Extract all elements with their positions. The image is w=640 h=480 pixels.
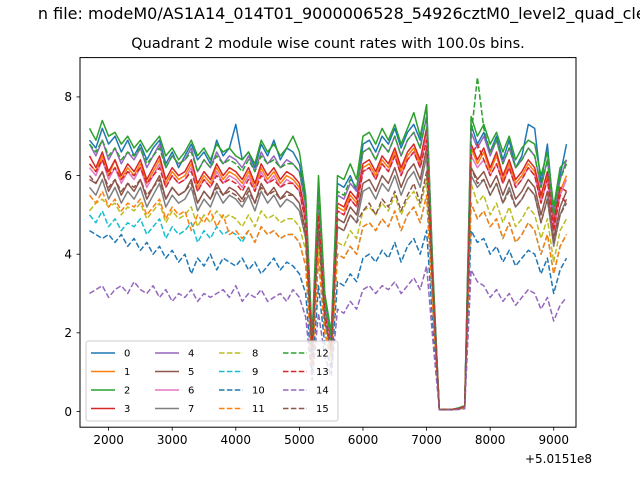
legend-label-2: 2 <box>124 386 130 397</box>
y-tick-label: 8 <box>64 90 72 104</box>
series-line-13 <box>88 139 568 411</box>
legend-box <box>85 340 339 422</box>
y-tick-label: 0 <box>64 405 72 419</box>
legend-label-8: 8 <box>252 349 258 360</box>
x-tick-label: 2000 <box>93 433 124 447</box>
legend-label-6: 6 <box>188 386 194 397</box>
legend-label-13: 13 <box>316 367 329 378</box>
x-tick-label: 5000 <box>284 433 315 447</box>
series-line-2 <box>88 104 568 411</box>
x-offset-label: +5.0151e8 <box>524 452 592 466</box>
legend-label-9: 9 <box>252 367 258 378</box>
y-tick-label: 4 <box>64 247 72 261</box>
x-tick-label: 8000 <box>475 433 506 447</box>
x-tick-label: 4000 <box>221 433 252 447</box>
series-line-8 <box>88 178 568 411</box>
series-line-15 <box>88 166 568 411</box>
legend-label-7: 7 <box>188 404 194 415</box>
x-tick-label: 7000 <box>411 433 442 447</box>
legend-label-3: 3 <box>124 404 130 415</box>
legend-label-12: 12 <box>316 349 329 360</box>
legend-label-0: 0 <box>124 349 130 360</box>
legend-label-11: 11 <box>252 404 265 415</box>
legend-label-1: 1 <box>124 367 130 378</box>
legend-label-10: 10 <box>252 386 265 397</box>
x-tick-label: 3000 <box>157 433 188 447</box>
legend-label-5: 5 <box>188 367 194 378</box>
y-tick-label: 2 <box>64 326 72 340</box>
axis-ticks: 2000 3000 4000 5000 6000 7000 8000 9000 0 2 4 6 8 <box>64 90 569 447</box>
x-tick-label: 6000 <box>348 433 379 447</box>
axes-frame <box>79 57 577 428</box>
y-tick-label: 6 <box>64 169 72 183</box>
legend-label-15: 15 <box>316 404 329 415</box>
chart-title: Quadrant 2 module wise count rates with … <box>131 36 525 52</box>
x-tick-label: 9000 <box>538 433 569 447</box>
legend-label-4: 4 <box>188 349 194 360</box>
legend-label-14: 14 <box>316 386 329 397</box>
figure-suptitle: n file: modeM0/AS1A14_014T01_9000006528_… <box>37 4 640 23</box>
